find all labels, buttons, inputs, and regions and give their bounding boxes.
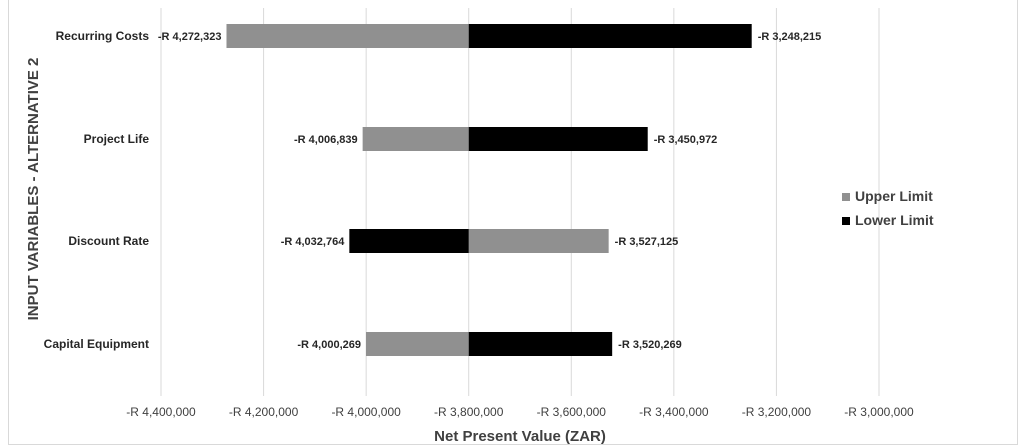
bars	[226, 24, 752, 356]
data-label-left: -R 4,000,269	[297, 339, 361, 351]
x-tick-label: -R 3,000,000	[844, 405, 914, 419]
category-label: Recurring Costs	[56, 29, 150, 43]
legend-label: Upper Limit	[855, 188, 933, 204]
data-label-left: -R 4,272,323	[158, 31, 222, 43]
data-label-right: -R 3,450,972	[654, 134, 718, 146]
x-tick-label: -R 3,600,000	[537, 405, 607, 419]
legend-swatch	[842, 193, 850, 201]
bar-upper-limit	[226, 24, 469, 48]
data-label-right: -R 3,248,215	[758, 31, 822, 43]
x-axis-tick-labels: -R 4,400,000 -R 4,200,000 -R 4,000,000 -R 3…	[126, 405, 914, 419]
bar-lower-limit	[468, 24, 752, 48]
data-label-left: -R 4,032,764	[281, 236, 345, 248]
category-label: Project Life	[84, 132, 150, 146]
data-label-right: -R 3,527,125	[615, 236, 679, 248]
x-axis-title: Net Present Value (ZAR)	[434, 428, 606, 445]
legend: Upper Limit Lower Limit	[842, 188, 934, 228]
y-axis-title: INPUT VARIABLES - ALTERNATIVE 2	[25, 58, 42, 321]
x-tick-label: -R 3,400,000	[639, 405, 709, 419]
bar-lower-limit	[349, 229, 469, 253]
category-labels: Recurring Costs Project Life Discount Rate…	[44, 29, 150, 351]
x-tick-label: -R 3,200,000	[742, 405, 812, 419]
bar-upper-limit	[362, 127, 469, 151]
x-tick-label: -R 4,200,000	[229, 405, 299, 419]
data-label-right: -R 3,520,269	[618, 339, 682, 351]
category-label: Capital Equipment	[44, 337, 149, 351]
bar-lower-limit	[468, 332, 613, 356]
legend-label: Lower Limit	[855, 212, 934, 228]
data-labels: -R 4,272,323 -R 3,248,215 -R 4,006,839 -R 3…	[158, 31, 821, 351]
x-tick-label: -R 4,400,000	[126, 405, 196, 419]
category-label: Discount Rate	[68, 234, 149, 248]
data-label-left: -R 4,006,839	[294, 134, 358, 146]
x-tick-label: -R 3,800,000	[434, 405, 504, 419]
bar-upper-limit	[468, 229, 609, 253]
bar-upper-limit	[366, 332, 469, 356]
legend-swatch	[842, 217, 850, 225]
x-tick-label: -R 4,000,000	[331, 405, 401, 419]
gridlines	[160, 8, 880, 396]
bar-lower-limit	[468, 127, 648, 151]
